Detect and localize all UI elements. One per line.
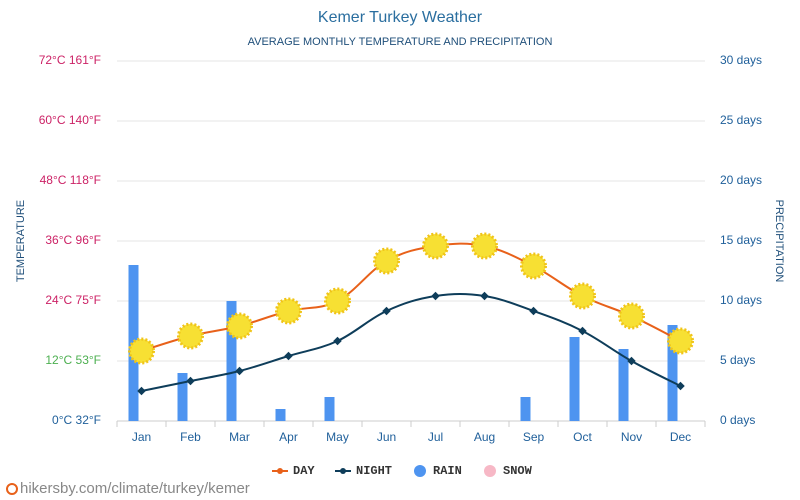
bar	[226, 301, 237, 421]
chart-subtitle: AVERAGE MONTHLY TEMPERATURE AND PRECIPIT…	[248, 36, 553, 48]
x-tick-label: Oct	[573, 430, 592, 444]
y2-tick-label: 10 days	[720, 293, 762, 307]
sun-marker	[422, 232, 449, 260]
x-tick-label: May	[326, 430, 349, 444]
point	[480, 291, 489, 301]
x-tick-label: Nov	[621, 430, 642, 444]
point	[284, 351, 293, 361]
source[interactable]: hikersby.com/climate/turkey/kemer	[20, 480, 250, 497]
point	[431, 291, 440, 301]
y-tick-label: 60°C 140°F	[39, 113, 101, 127]
point	[235, 366, 244, 376]
sun-marker	[618, 302, 645, 330]
sun-marker	[128, 337, 155, 365]
x-tick-label: Sep	[523, 430, 545, 444]
legend-label: SNOW	[503, 464, 533, 478]
bar	[275, 409, 286, 421]
sun-marker	[177, 322, 204, 350]
sun-marker	[324, 287, 351, 315]
legend-swatch	[340, 468, 346, 474]
line	[141, 242, 681, 352]
legend-label: NIGHT	[356, 464, 392, 478]
sun-marker	[667, 327, 694, 355]
x-tick-label: Jul	[428, 430, 443, 444]
point	[627, 356, 636, 366]
y-tick-label: 24°C 75°F	[45, 293, 101, 307]
legend-swatch	[414, 465, 426, 477]
sun-marker	[275, 297, 302, 325]
sun-marker	[471, 232, 498, 260]
y-tick-label: 0°C 32°F	[52, 413, 101, 427]
point	[382, 306, 391, 316]
y2-axis-title: PRECIPITATION	[773, 200, 785, 283]
legend-swatch	[277, 468, 283, 474]
point	[186, 376, 195, 386]
point	[333, 336, 342, 346]
y2-tick-label: 20 days	[720, 173, 762, 187]
y2-tick-label: 15 days	[720, 233, 762, 247]
y-tick-label: 12°C 53°F	[45, 353, 101, 367]
x-tick-label: Jun	[377, 430, 396, 444]
legend-swatch	[484, 465, 496, 477]
sun-marker	[373, 247, 400, 275]
y2-tick-label: 25 days	[720, 113, 762, 127]
legend-label: RAIN	[433, 464, 462, 478]
legend-label: DAY	[293, 464, 315, 478]
line	[141, 292, 681, 392]
x-tick-label: Aug	[474, 430, 495, 444]
y-tick-label: 72°C 161°F	[39, 53, 101, 67]
y-tick-label: 48°C 118°F	[40, 173, 101, 187]
source-icon	[6, 483, 18, 495]
x-tick-label: Apr	[279, 430, 298, 444]
x-tick-label: Jan	[132, 430, 151, 444]
bar	[667, 325, 678, 421]
bar	[569, 337, 580, 421]
point	[578, 326, 587, 336]
bar	[520, 397, 531, 421]
chart-title: Kemer Turkey Weather	[318, 9, 483, 26]
y2-tick-label: 30 days	[720, 53, 762, 67]
sun-marker	[520, 252, 547, 280]
y-tick-label: 36°C 96°F	[45, 233, 101, 247]
x-tick-label: Mar	[229, 430, 250, 444]
sun-marker	[569, 282, 596, 310]
bar	[618, 349, 629, 421]
y-axis-title: TEMPERATURE	[15, 200, 27, 282]
bar	[177, 373, 188, 421]
point	[676, 381, 685, 391]
point	[529, 306, 538, 316]
x-tick-label: Feb	[180, 430, 201, 444]
x-tick-label: Dec	[670, 430, 691, 444]
point	[137, 386, 146, 396]
bar	[324, 397, 335, 421]
y2-tick-label: 5 days	[720, 353, 755, 367]
y2-tick-label: 0 days	[720, 413, 755, 427]
sun-marker	[226, 312, 253, 340]
